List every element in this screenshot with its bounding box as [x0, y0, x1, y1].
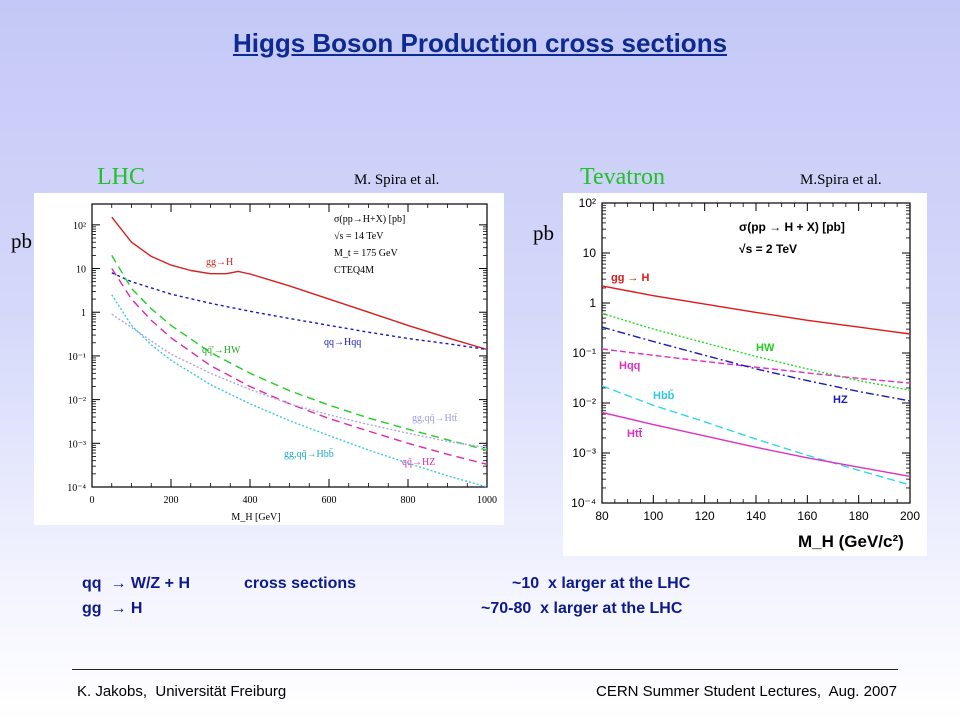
series-line-hz: [601, 326, 911, 402]
series-line-gg-qq-hbb: [111, 294, 488, 488]
y-tick-label: 10⁻³: [68, 439, 86, 450]
series-label-hw: HW: [756, 342, 775, 354]
series-line-htt: [601, 411, 911, 478]
x-tick-label: 400: [243, 495, 258, 506]
x-tick-label: 80: [595, 509, 609, 523]
lhc-credit: M. Spira et al.: [354, 172, 440, 188]
series-label-qq-hw: qq̄'→HW: [202, 345, 241, 356]
x-tick-label: 600: [322, 495, 337, 506]
plot-info-text: √s = 14 TeV: [334, 231, 384, 242]
tevatron-label: Tevatron: [580, 164, 665, 190]
lhc-chart-panel: 10⁻⁴ 10⁻³ 10⁻² 10⁻¹ 1 10 10² 0 200 400 600 800 1000 M…: [34, 193, 504, 525]
lhc-unit-label: pb: [11, 229, 32, 253]
x-tick-label: 0: [90, 495, 95, 506]
series-label-hbb: Hbb̄: [653, 390, 675, 402]
y-tick-label: 10⁻⁴: [67, 483, 86, 494]
x-tick-label: 1000: [477, 495, 497, 506]
series-line-gg-qq-htt: [111, 313, 488, 449]
x-tick-label: 120: [695, 509, 715, 523]
y-tick-label: 10⁻¹: [572, 346, 596, 360]
x-tick-label: 180: [849, 509, 869, 523]
y-tick-label: 1: [589, 296, 596, 310]
plot-info-text: √s = 2 TeV: [739, 242, 797, 256]
y-tick-label: 10: [76, 265, 86, 276]
x-tick-label: 800: [401, 495, 416, 506]
y-tick-label: 10²: [579, 196, 596, 210]
y-tick-label: 10⁻²: [572, 396, 596, 410]
plot-info-text: CTEQ4M: [334, 265, 374, 276]
series-line-qq-hqq: [111, 272, 488, 351]
x-axis-title: M_H (GeV/c²): [798, 532, 904, 551]
lhc-label: LHC: [97, 164, 145, 190]
plot-info-text: σ(pp → H + X) [pb]: [739, 220, 845, 234]
y-tick-label: 10⁻²: [68, 396, 86, 407]
series-line-gg-h: [601, 285, 911, 335]
series-line-hbb: [601, 385, 911, 486]
y-tick-label: 10: [583, 246, 597, 260]
summary-row-1-desc: cross sections: [244, 575, 357, 592]
tevatron-chart-panel: 10⁻⁴ 10⁻³ 10⁻² 10⁻¹ 1 10 10² 80 100 120 140 160 180 2…: [563, 193, 927, 556]
footer-right: CERN Summer Student Lectures, Aug. 2007: [596, 683, 897, 700]
y-tick-label: 10⁻¹: [68, 352, 86, 363]
plot-info-text: M_t = 175 GeV: [334, 248, 398, 259]
tevatron-cross-section-chart: 10⁻⁴ 10⁻³ 10⁻² 10⁻¹ 1 10 10² 80 100 120 140 160 180 2…: [571, 196, 920, 551]
series-label-qq-hz: qq̄→HZ: [402, 457, 435, 468]
x-tick-label: 160: [797, 509, 817, 523]
series-label-gg-qq-hbb: gg,qq̄→Hbb̄: [284, 448, 334, 460]
series-label-gg-h: gg→H: [206, 257, 233, 268]
x-tick-label: 140: [746, 509, 766, 523]
tevatron-credit: M.Spira et al.: [800, 172, 882, 188]
x-tick-label: 100: [643, 509, 663, 523]
footer-left: K. Jakobs, Universität Freiburg: [77, 683, 287, 700]
y-tick-label: 10²: [73, 221, 86, 232]
series-label-gg-qq-htt: gg,qq̄→Htt̄: [412, 413, 458, 424]
lhc-cross-section-chart: 10⁻⁴ 10⁻³ 10⁻² 10⁻¹ 1 10 10² 0 200 400 600 800 1000 M…: [67, 203, 497, 523]
y-tick-label: 10⁻⁴: [571, 496, 596, 510]
x-axis-title: M_H [GeV]: [231, 512, 280, 523]
tevatron-unit-label: pb: [533, 221, 554, 245]
series-line-hw: [601, 312, 911, 391]
series-line-hqq: [601, 348, 911, 384]
series-line-gg-h: [111, 216, 488, 351]
series-label-hz: HZ: [833, 394, 848, 406]
page-title: Higgs Boson Production cross sections: [232, 28, 728, 58]
summary-row-1-factor: ~10 x larger at the LHC: [512, 575, 691, 592]
summary-row-2-factor: ~70-80 x larger at the LHC: [481, 600, 683, 617]
footer-divider: [72, 669, 898, 670]
y-tick-label: 1: [81, 308, 86, 319]
y-tick-label: 10⁻³: [572, 446, 596, 460]
series-label-hqq: Hqq: [619, 360, 640, 372]
series-label-gg-h: gg → H: [611, 272, 650, 284]
summary-row-2-process: gg → H: [82, 600, 143, 617]
plot-info-text: σ(pp→H+X) [pb]: [334, 214, 405, 225]
x-tick-label: 200: [164, 495, 179, 506]
series-label-qq-hqq: qq→Hqq: [324, 337, 361, 348]
series-label-htt: Htt̄: [627, 428, 643, 440]
summary-row-1-process: qq → W/Z + H: [82, 575, 190, 592]
series-line-qq-hz: [111, 268, 488, 465]
x-tick-label: 200: [900, 509, 920, 523]
